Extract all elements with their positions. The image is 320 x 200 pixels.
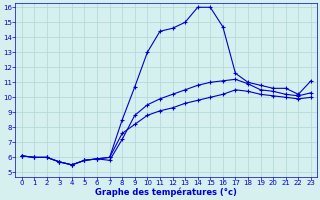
X-axis label: Graphe des températures (°c): Graphe des températures (°c) — [95, 188, 237, 197]
